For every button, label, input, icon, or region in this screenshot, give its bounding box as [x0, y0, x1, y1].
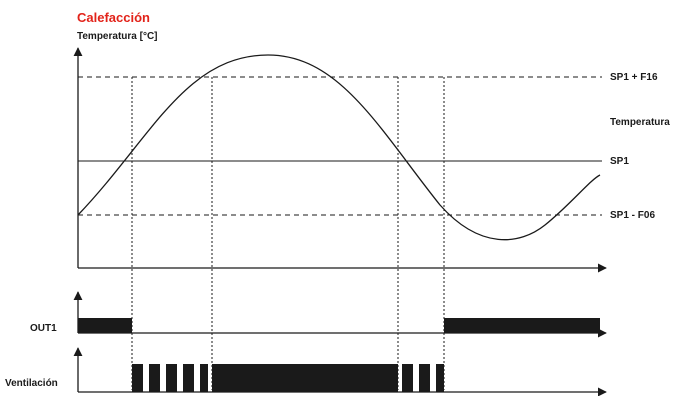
- ventilation-pulse: [132, 364, 143, 392]
- ventilation-pulse: [149, 364, 160, 392]
- out1-on-block: [444, 318, 600, 333]
- temperature-curve: [77, 54, 601, 241]
- ventilation-pulse: [402, 364, 413, 392]
- out1-label: OUT1: [30, 323, 57, 334]
- lower-threshold-label: SP1 - F06: [610, 210, 655, 221]
- ventilation-pulse: [436, 364, 444, 392]
- upper-threshold-label: SP1 + F16: [610, 72, 658, 83]
- ventilation-pulse: [166, 364, 177, 392]
- temperature-curve-label: Temperatura: [610, 117, 670, 128]
- y-axis-label: Temperatura [°C]: [77, 31, 158, 42]
- ventilation-pulse: [183, 364, 194, 392]
- ventilation-pulse: [419, 364, 430, 392]
- ventilation-pulse: [200, 364, 208, 392]
- out1-on-block: [78, 318, 132, 333]
- ventilation-label: Ventilación: [5, 378, 58, 389]
- ventilation-continuous-block: [212, 364, 398, 392]
- diagram-title: Calefacción: [77, 10, 150, 25]
- ventilation-pulses: [132, 364, 444, 392]
- setpoint-label: SP1: [610, 156, 629, 167]
